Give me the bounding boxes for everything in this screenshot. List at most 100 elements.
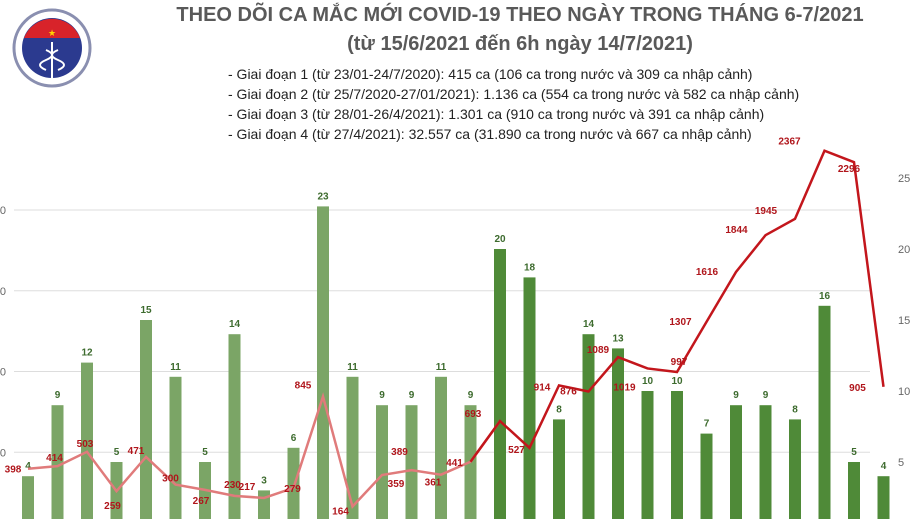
bar <box>730 405 742 519</box>
chart-title: THEO DÕI CA MẮC MỚI COVID-19 THEO NGÀY T… <box>176 4 864 26</box>
bar-label: 6 <box>291 433 297 444</box>
bar-label: 8 <box>792 404 798 415</box>
bar <box>494 249 506 519</box>
phase-note: - Giai đoạn 2 (từ 25/7/2020-27/01/2021):… <box>228 86 800 102</box>
bar-label: 10 <box>642 376 654 387</box>
line-label: 267 <box>193 496 210 507</box>
phase-note: - Giai đoạn 4 (từ 27/4/2021): 32.557 ca … <box>228 126 752 142</box>
line-label: 997 <box>671 357 688 368</box>
line-label: 217 <box>239 482 256 493</box>
bar <box>582 334 595 519</box>
bar <box>700 433 713 519</box>
right-axis-tick: 15 <box>898 315 910 327</box>
bar <box>346 376 359 519</box>
bar <box>287 447 300 519</box>
bar-label: 9 <box>763 390 769 401</box>
bar-label: 15 <box>140 305 152 316</box>
bar <box>435 376 447 519</box>
bar-label: 11 <box>436 362 447 373</box>
bar <box>169 376 182 519</box>
bar-label: 11 <box>170 362 181 373</box>
svg-text:★: ★ <box>48 28 56 38</box>
line-series-early <box>27 392 502 510</box>
line-label: 1089 <box>587 345 610 356</box>
bar-label: 14 <box>583 319 595 330</box>
right-axis-tick: 20 <box>898 244 910 256</box>
right-axis-tick: 10 <box>898 386 910 398</box>
line-label: 1307 <box>669 317 692 328</box>
bar <box>22 476 34 519</box>
bar <box>258 490 270 519</box>
bar-label: 7 <box>704 419 710 430</box>
phase-note: - Giai đoạn 3 (từ 28/01-26/4/2021): 1.30… <box>228 106 765 122</box>
line-label: 527 <box>508 445 525 456</box>
bar-label: 20 <box>494 234 506 245</box>
bar-label: 12 <box>81 348 93 359</box>
left-axis-tick: 1000 <box>0 367 6 379</box>
line-label: 914 <box>534 382 551 393</box>
left-axis-tick: 1500 <box>0 286 6 298</box>
line-label: 398 <box>5 465 22 476</box>
bar <box>51 405 64 519</box>
line-label: 845 <box>295 381 312 392</box>
line-label: 259 <box>104 501 121 512</box>
bar <box>140 320 152 519</box>
line-series-late <box>469 149 885 463</box>
line-label: 503 <box>77 439 94 450</box>
bar <box>553 419 565 519</box>
line-label: 230 <box>224 480 241 491</box>
bar <box>671 391 683 519</box>
bar <box>523 277 536 519</box>
bar <box>789 419 801 519</box>
bar <box>877 476 890 519</box>
left-axis-tick: 500 <box>0 447 6 459</box>
line-label: 164 <box>332 507 349 518</box>
bar <box>81 362 93 519</box>
line-label: 414 <box>46 453 63 464</box>
bar <box>641 391 654 519</box>
bar-label: 11 <box>347 362 358 373</box>
line-label: 389 <box>391 447 408 458</box>
bar <box>818 305 831 519</box>
right-axis-tick: 25 <box>898 173 910 185</box>
bar-label: 5 <box>851 447 857 458</box>
right-axis-tick: 5 <box>898 457 904 469</box>
line-label: 441 <box>446 458 463 469</box>
line-label: 361 <box>425 478 442 489</box>
bar <box>376 405 388 519</box>
line-label: 905 <box>849 383 866 394</box>
line-label: 693 <box>465 409 482 420</box>
bar-label: 16 <box>819 291 831 302</box>
line-label: 1945 <box>755 206 778 217</box>
bar-label: 8 <box>556 404 562 415</box>
line-label: 1616 <box>696 267 719 278</box>
left-axis-tick: 2000 <box>0 205 6 217</box>
bar-label: 3 <box>261 475 267 486</box>
bar-label: 5 <box>114 447 120 458</box>
line-label: 2296 <box>838 164 861 175</box>
bar-label: 9 <box>468 390 474 401</box>
line-label: 876 <box>560 387 577 398</box>
bar-label: 9 <box>379 390 385 401</box>
bar-label: 9 <box>55 390 61 401</box>
bar-label: 18 <box>524 262 536 273</box>
line-label: 471 <box>128 446 145 457</box>
bar-label: 9 <box>733 390 739 401</box>
line-label: 279 <box>284 484 301 495</box>
line-label: 2367 <box>778 137 801 148</box>
bar-label: 9 <box>409 390 415 401</box>
bar-label: 5 <box>202 447 208 458</box>
ministry-of-health-logo: ★ <box>12 8 92 88</box>
bar <box>612 348 624 519</box>
bar-label: 10 <box>671 376 683 387</box>
bar-label: 13 <box>612 333 624 344</box>
bar-label: 14 <box>229 319 241 330</box>
bar-label: 4 <box>25 461 31 472</box>
bar <box>228 334 241 519</box>
bar-label: 23 <box>317 191 329 202</box>
line-label: 300 <box>162 474 179 485</box>
line-label: 359 <box>388 479 405 490</box>
line-label: 1019 <box>613 382 636 393</box>
